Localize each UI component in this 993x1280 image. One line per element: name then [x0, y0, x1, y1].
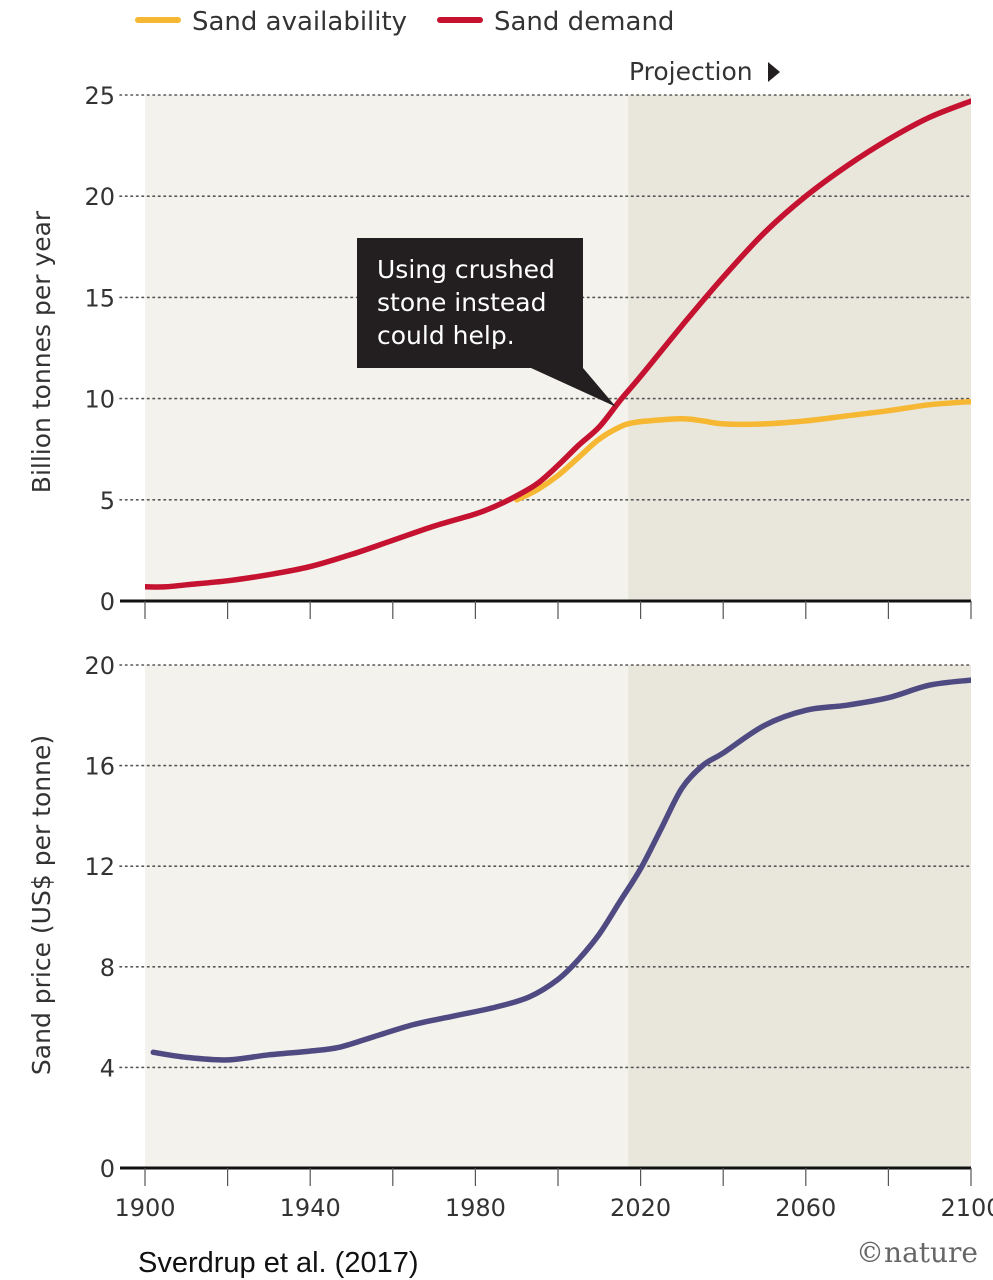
axes: [120, 599, 972, 1186]
projection-text: Projection: [629, 57, 753, 86]
legend: Sand availability Sand demand: [135, 7, 674, 37]
legend-label-availability: Sand availability: [192, 7, 407, 37]
triangle-right-icon: [768, 62, 780, 82]
y-axis-title-bottom: Sand price (US$ per tonne): [27, 735, 56, 1075]
y-tick-label-top-4: 20: [84, 183, 115, 211]
y-tick-label-top-2: 10: [84, 386, 115, 414]
projection-region-top: [628, 95, 971, 601]
x-tick-label-0: 1900: [114, 1194, 175, 1222]
y-tick-label-bottom-1: 4: [100, 1054, 115, 1082]
plot-backgrounds: [145, 95, 971, 1168]
y-tick-label-top-0: 0: [100, 588, 115, 616]
y-tick-label-bottom-4: 16: [84, 753, 115, 781]
y-tick-label-top-1: 5: [100, 487, 115, 515]
x-tick-label-1: 1940: [280, 1194, 341, 1222]
x-tick-label-3: 2020: [610, 1194, 671, 1222]
y-tick-label-top-5: 25: [84, 82, 115, 110]
y-tick-label-bottom-3: 12: [84, 853, 115, 881]
history-region-bottom: [145, 665, 629, 1168]
y-tick-label-bottom-5: 20: [84, 652, 115, 680]
x-tick-label-2: 1980: [445, 1194, 506, 1222]
y-axis-title-top: Billion tonnes per year: [27, 210, 56, 493]
series-line-sand-demand: [145, 98, 971, 590]
tick-labels: 0 5 10 15 20 25 0 4 8 12 16 20 1900 1940 1980 2020 2060 2…: [84, 82, 993, 1222]
y-tick-label-bottom-2: 8: [100, 954, 115, 982]
x-tick-label-4: 2060: [775, 1194, 836, 1222]
annotation-box: [357, 238, 616, 407]
annotation-line-1: Using crushed: [377, 255, 555, 284]
x-tick-label-5: 2100: [940, 1194, 993, 1222]
annotation-line-2: stone instead: [377, 288, 546, 317]
annotation-callout: Using crushed stone instead could help.: [357, 238, 616, 407]
annotation-line-3: could help.: [377, 321, 515, 350]
y-tick-label-top-3: 15: [84, 284, 115, 312]
nature-logo: ©nature: [856, 1236, 978, 1269]
source-credit: Sverdrup et al. (2017): [138, 1247, 418, 1279]
projection-region-bottom: [628, 665, 971, 1168]
y-tick-label-bottom-0: 0: [100, 1155, 115, 1183]
series-line-sand-availability: [513, 398, 971, 503]
projection-label: Projection: [629, 57, 780, 86]
series-line-price: [150, 677, 971, 1063]
series-lines: [145, 98, 971, 1063]
legend-label-demand: Sand demand: [494, 7, 674, 37]
